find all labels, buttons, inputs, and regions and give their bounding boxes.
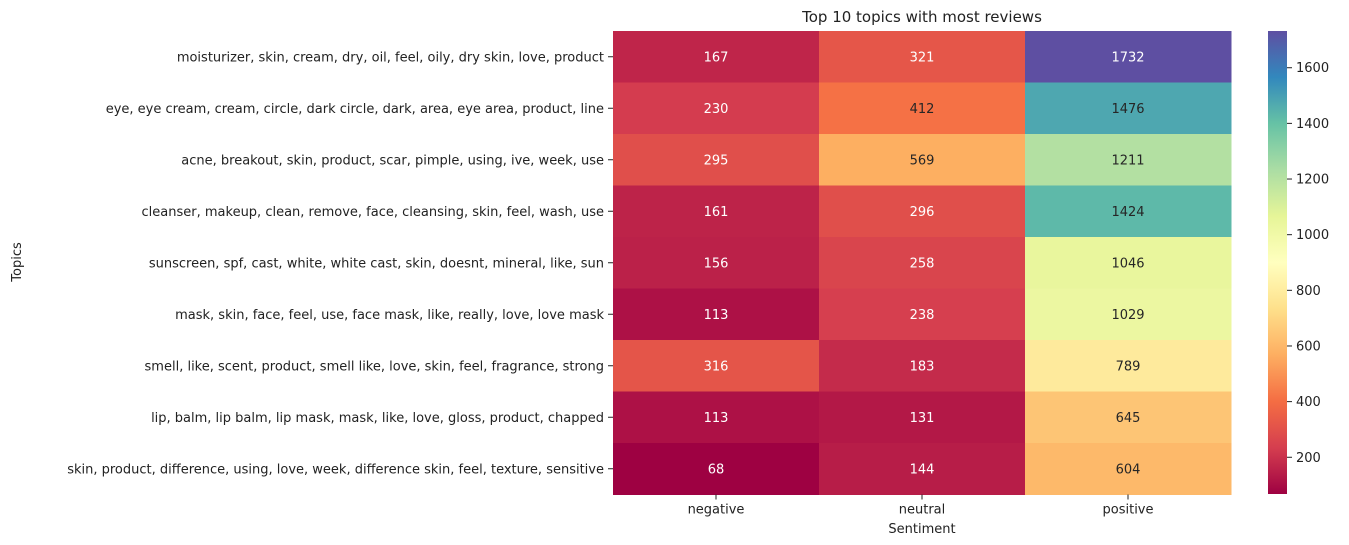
heatmap-cell-value: 68	[708, 462, 725, 477]
heatmap-cell-value: 1732	[1111, 50, 1144, 65]
colorbar-tick-label: 1600	[1296, 61, 1329, 76]
heatmap-cell-value: 230	[704, 102, 729, 117]
heatmap-cell	[1025, 134, 1232, 186]
heatmap-cell-value: 156	[704, 256, 729, 271]
y-tick-label: acne, breakout, skin, product, scar, pim…	[181, 153, 604, 168]
heatmap-cell-value: 604	[1116, 462, 1141, 477]
y-tick-label: sunscreen, spf, cast, white, white cast,…	[149, 256, 604, 271]
x-axis-title: Sentiment	[888, 522, 955, 537]
heatmap-cell	[613, 391, 820, 444]
heatmap-cell-value: 258	[910, 256, 935, 271]
x-tick-label: positive	[1103, 503, 1154, 518]
heatmap-cell-labels: 167 321 1732 230 412 1476 295 569 1211 161 296 1424…	[704, 50, 1145, 477]
heatmap-cell-value: 321	[910, 50, 935, 65]
y-axis-title: Topics	[10, 242, 25, 283]
heatmap-cell	[819, 443, 1026, 495]
heatmap-cell	[1025, 82, 1232, 135]
heatmap-cell	[819, 237, 1026, 289]
heatmap-cell	[819, 31, 1026, 83]
heatmap-cell-value: 167	[704, 50, 729, 65]
colorbar-tick-label: 1000	[1296, 228, 1329, 243]
colorbar-tick-label: 200	[1296, 451, 1321, 466]
heatmap-cell	[819, 134, 1026, 186]
heatmap-cell-value: 412	[910, 102, 935, 117]
y-tick-label: mask, skin, face, feel, use, face mask, …	[175, 308, 604, 323]
x-axis-ticks: negative neutral positive	[688, 494, 1154, 518]
heatmap-cell	[1025, 340, 1232, 392]
heatmap-cells	[613, 31, 1232, 495]
heatmap-cell-value: 238	[910, 308, 935, 323]
heatmap-cell-value: 144	[910, 462, 935, 477]
heatmap-cell	[819, 340, 1026, 392]
heatmap-cell	[613, 237, 820, 289]
heatmap-cell	[819, 82, 1026, 135]
colorbar-gradient	[1268, 31, 1287, 494]
heatmap-cell	[613, 443, 820, 495]
x-tick-label: neutral	[899, 503, 946, 518]
heatmap-cell-value: 295	[704, 153, 729, 168]
heatmap-cell	[1025, 31, 1232, 83]
heatmap-cell-value: 1029	[1111, 308, 1144, 323]
chart-title: Top 10 topics with most reviews	[801, 8, 1042, 26]
heatmap-cell	[819, 288, 1026, 341]
heatmap-cell	[1025, 391, 1232, 444]
y-tick-label: moisturizer, skin, cream, dry, oil, feel…	[177, 50, 604, 65]
heatmap-cell-value: 131	[910, 411, 935, 426]
heatmap-cell	[613, 288, 820, 341]
heatmap-cell-value: 161	[704, 205, 729, 220]
y-tick-label: skin, product, difference, using, love, …	[67, 462, 604, 477]
y-tick-label: eye, eye cream, cream, circle, dark circ…	[106, 102, 604, 117]
colorbar-tick-label: 1400	[1296, 117, 1329, 132]
colorbar: 200 400 600 800 1000 1200 1400 1600	[1268, 31, 1329, 494]
y-axis-ticks: moisturizer, skin, cream, dry, oil, feel…	[67, 50, 613, 477]
heatmap-cell	[1025, 185, 1232, 238]
y-tick-label: smell, like, scent, product, smell like,…	[145, 359, 604, 374]
heatmap-cell	[819, 391, 1026, 444]
heatmap-cell-value: 1046	[1111, 256, 1144, 271]
heatmap-cell	[613, 31, 820, 83]
heatmap-cell-value: 645	[1116, 411, 1141, 426]
heatmap-cell-value: 569	[910, 153, 935, 168]
colorbar-tick-label: 1200	[1296, 173, 1329, 188]
heatmap-cell	[819, 185, 1026, 238]
heatmap-cell-value: 113	[704, 308, 729, 323]
heatmap-cell	[613, 134, 820, 186]
heatmap-cell-value: 789	[1116, 359, 1141, 374]
x-tick-label: negative	[688, 503, 745, 518]
heatmap-cell	[1025, 237, 1232, 289]
heatmap-cell-value: 316	[704, 359, 729, 374]
heatmap-cell-value: 1211	[1111, 153, 1144, 168]
heatmap-cell-value: 1424	[1111, 205, 1144, 220]
colorbar-tick-label: 400	[1296, 395, 1321, 410]
heatmap-cell	[1025, 288, 1232, 341]
colorbar-tick-label: 800	[1296, 284, 1321, 299]
heatmap-cell-value: 296	[910, 205, 935, 220]
y-tick-label: lip, balm, lip balm, lip mask, mask, lik…	[151, 411, 604, 426]
heatmap-cell	[613, 82, 820, 135]
colorbar-tick-label: 600	[1296, 339, 1321, 354]
heatmap-cell-value: 1476	[1111, 102, 1144, 117]
heatmap-cell-value: 113	[704, 411, 729, 426]
heatmap-cell	[613, 185, 820, 238]
heatmap-cell	[613, 340, 820, 392]
heatmap-cell	[1025, 443, 1232, 495]
heatmap-cell-value: 183	[910, 359, 935, 374]
y-tick-label: cleanser, makeup, clean, remove, face, c…	[142, 205, 604, 220]
